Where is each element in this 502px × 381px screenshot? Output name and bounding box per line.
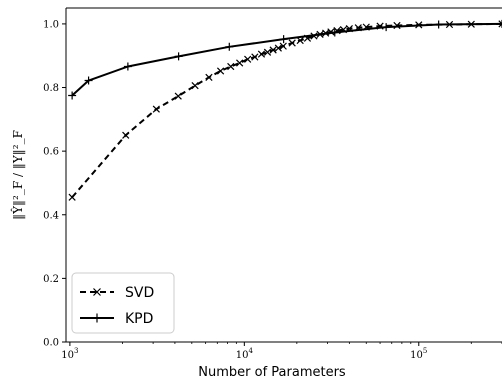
series-svd-point-3 — [174, 92, 182, 100]
series-svd-point-1 — [122, 131, 130, 139]
series-kpd-point-8 — [434, 20, 443, 29]
series-kpd-point-7 — [382, 23, 391, 32]
series-kpd-point-0 — [68, 91, 77, 100]
x-axis-label: Number of Parameters — [198, 365, 346, 380]
legend-svd-marker — [93, 288, 101, 296]
series-svd-point-7 — [227, 62, 235, 71]
x-tick-exponent-1: 4 — [248, 347, 253, 355]
y-axis-label: ‖Ŷ‖²_F / ‖Y‖²_F — [10, 130, 25, 220]
series-svd-point-15 — [279, 42, 287, 50]
series-kpd-point-6 — [330, 28, 339, 37]
series-svd-point-11 — [257, 50, 266, 58]
series-kpd-point-5 — [279, 35, 288, 44]
series-svd-line — [71, 22, 502, 198]
series-svd-point-33 — [498, 20, 502, 28]
series-kpd-point-3 — [174, 52, 183, 61]
series-svd-point-2 — [152, 105, 160, 113]
legend-svd-label: SVD — [125, 285, 154, 301]
series-kpd-point-4 — [225, 42, 234, 51]
y-tick-label-3: 0.6 — [43, 147, 59, 158]
y-tick-label-5: 1.0 — [43, 19, 59, 30]
series-kpd-line — [71, 22, 502, 97]
series-kpd-point-2 — [123, 62, 132, 71]
legend-frame — [71, 272, 175, 334]
y-tick-label-2: 0.4 — [43, 210, 59, 221]
series-svd-point-14 — [274, 44, 282, 52]
series-layer — [68, 19, 502, 201]
series-svd-point-9 — [244, 55, 252, 63]
series-svd-point-5 — [205, 73, 213, 81]
series-kpd-point-9 — [498, 19, 502, 28]
x-tick-exponent-0: 3 — [74, 347, 78, 355]
legend-kpd-label: KPD — [125, 311, 153, 327]
series-svd-point-0 — [68, 193, 76, 201]
legend-kpd-marker — [92, 313, 102, 323]
legend: SVD KPD — [71, 272, 175, 334]
series-svd-point-12 — [263, 48, 272, 56]
y-tick-label-0: 0.0 — [43, 338, 59, 349]
series-svd-point-13 — [269, 46, 277, 54]
series-svd-point-17 — [296, 36, 304, 45]
series-svd-point-6 — [216, 67, 225, 75]
series-svd-point-16 — [288, 39, 296, 47]
series-svd-point-4 — [191, 81, 199, 90]
series-svd-point-8 — [236, 59, 244, 67]
axes-layer — [65, 7, 502, 343]
y-tick-label-1: 0.2 — [43, 274, 59, 285]
x-tick-exponent-2: 5 — [423, 347, 427, 355]
y-tick-label-4: 0.8 — [43, 83, 59, 94]
series-svd-point-10 — [251, 53, 259, 61]
series-kpd-point-1 — [84, 76, 93, 85]
